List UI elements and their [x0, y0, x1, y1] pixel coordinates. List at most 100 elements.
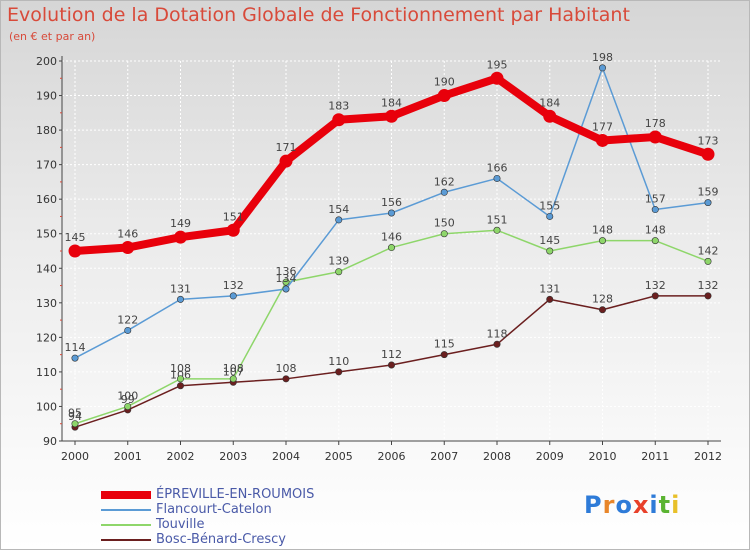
- proxiti-logo: Proxiti: [584, 491, 680, 519]
- data-label: 184: [381, 96, 402, 109]
- data-point: [229, 375, 237, 383]
- data-label: 94: [68, 410, 82, 423]
- data-point: [440, 230, 448, 238]
- data-point: [598, 64, 606, 72]
- legend-label: ÉPREVILLE-EN-ROUMOIS: [156, 487, 315, 502]
- data-point: [177, 295, 185, 303]
- data-point: [177, 382, 185, 390]
- data-label: 131: [539, 282, 560, 295]
- data-label: 114: [65, 341, 86, 354]
- data-label: 177: [592, 120, 613, 133]
- data-label: 115: [434, 338, 455, 351]
- data-label: 198: [592, 51, 613, 64]
- data-point: [648, 130, 662, 144]
- data-point: [387, 244, 395, 252]
- data-label: 142: [698, 244, 719, 257]
- data-label: 110: [328, 355, 349, 368]
- y-tick-label: 120: [36, 331, 57, 344]
- data-point: [282, 375, 290, 383]
- data-label: 108: [223, 362, 244, 375]
- data-point: [546, 212, 554, 220]
- y-tick-label: 200: [36, 55, 57, 68]
- data-label: 136: [276, 265, 297, 278]
- data-label: 146: [381, 231, 402, 244]
- data-point: [704, 199, 712, 207]
- legend-swatch: [101, 539, 151, 541]
- y-tick-label: 100: [36, 400, 57, 413]
- data-label: 183: [328, 100, 349, 113]
- x-tick-label: 2007: [430, 450, 458, 463]
- x-tick-label: 2008: [483, 450, 511, 463]
- data-label: 171: [276, 141, 297, 154]
- data-label: 150: [434, 217, 455, 230]
- data-point: [335, 268, 343, 276]
- y-tick-label: 160: [36, 193, 57, 206]
- data-point: [490, 71, 504, 85]
- data-point: [651, 292, 659, 300]
- data-label: 149: [170, 217, 191, 230]
- data-label: 166: [487, 161, 508, 174]
- data-point: [704, 292, 712, 300]
- data-point: [124, 326, 132, 334]
- data-point: [124, 402, 132, 410]
- logo-letter: i: [649, 491, 659, 519]
- data-label: 151: [487, 213, 508, 226]
- data-label: 148: [645, 224, 666, 237]
- data-label: 151: [223, 210, 244, 223]
- data-point: [437, 89, 451, 103]
- chart-title: Evolution de la Dotation Globale de Fonc…: [7, 4, 630, 26]
- data-label: 162: [434, 175, 455, 188]
- data-label: 99: [121, 393, 135, 406]
- data-point: [177, 375, 185, 383]
- x-tick-label: 2012: [694, 450, 722, 463]
- data-label: 145: [65, 231, 86, 244]
- y-tick-label: 90: [43, 435, 57, 448]
- logo-letter: t: [658, 491, 672, 519]
- data-label: 108: [170, 362, 191, 375]
- x-tick-label: 2002: [167, 450, 195, 463]
- legend-swatch: [101, 491, 151, 499]
- data-point: [493, 340, 501, 348]
- data-point: [440, 188, 448, 196]
- y-tick-label: 130: [36, 297, 57, 310]
- data-point: [651, 237, 659, 245]
- data-label: 128: [592, 293, 613, 306]
- legend-swatch: [101, 509, 151, 511]
- data-point: [704, 257, 712, 265]
- data-label: 134: [276, 272, 297, 285]
- data-point: [596, 133, 609, 147]
- y-tick-label: 110: [36, 366, 57, 379]
- data-label: 122: [117, 313, 138, 326]
- data-point: [335, 368, 343, 376]
- data-point: [598, 306, 606, 314]
- data-label: 118: [487, 327, 508, 340]
- y-tick-label: 170: [36, 159, 57, 172]
- legend-label: Touville: [156, 517, 205, 532]
- data-point: [701, 147, 715, 161]
- data-point: [440, 351, 448, 359]
- data-point: [121, 241, 135, 255]
- data-point: [387, 361, 395, 369]
- y-tick-label: 150: [36, 228, 57, 241]
- data-point: [332, 113, 346, 127]
- y-tick-label: 190: [36, 90, 57, 103]
- data-label: 112: [381, 348, 402, 361]
- data-label: 157: [645, 193, 666, 206]
- data-label: 159: [698, 186, 719, 199]
- x-tick-label: 2000: [61, 450, 89, 463]
- legend-label: Flancourt-Catelon: [156, 502, 272, 517]
- x-tick-label: 2004: [272, 450, 300, 463]
- data-point: [651, 206, 659, 214]
- data-label: 155: [539, 199, 560, 212]
- data-point: [282, 278, 290, 286]
- data-label: 190: [434, 76, 455, 89]
- data-point: [279, 154, 293, 168]
- x-tick-label: 2006: [378, 450, 406, 463]
- data-label: 139: [328, 255, 349, 268]
- data-point: [226, 223, 240, 237]
- data-label: 148: [592, 224, 613, 237]
- data-point: [174, 230, 187, 244]
- data-point: [71, 354, 79, 362]
